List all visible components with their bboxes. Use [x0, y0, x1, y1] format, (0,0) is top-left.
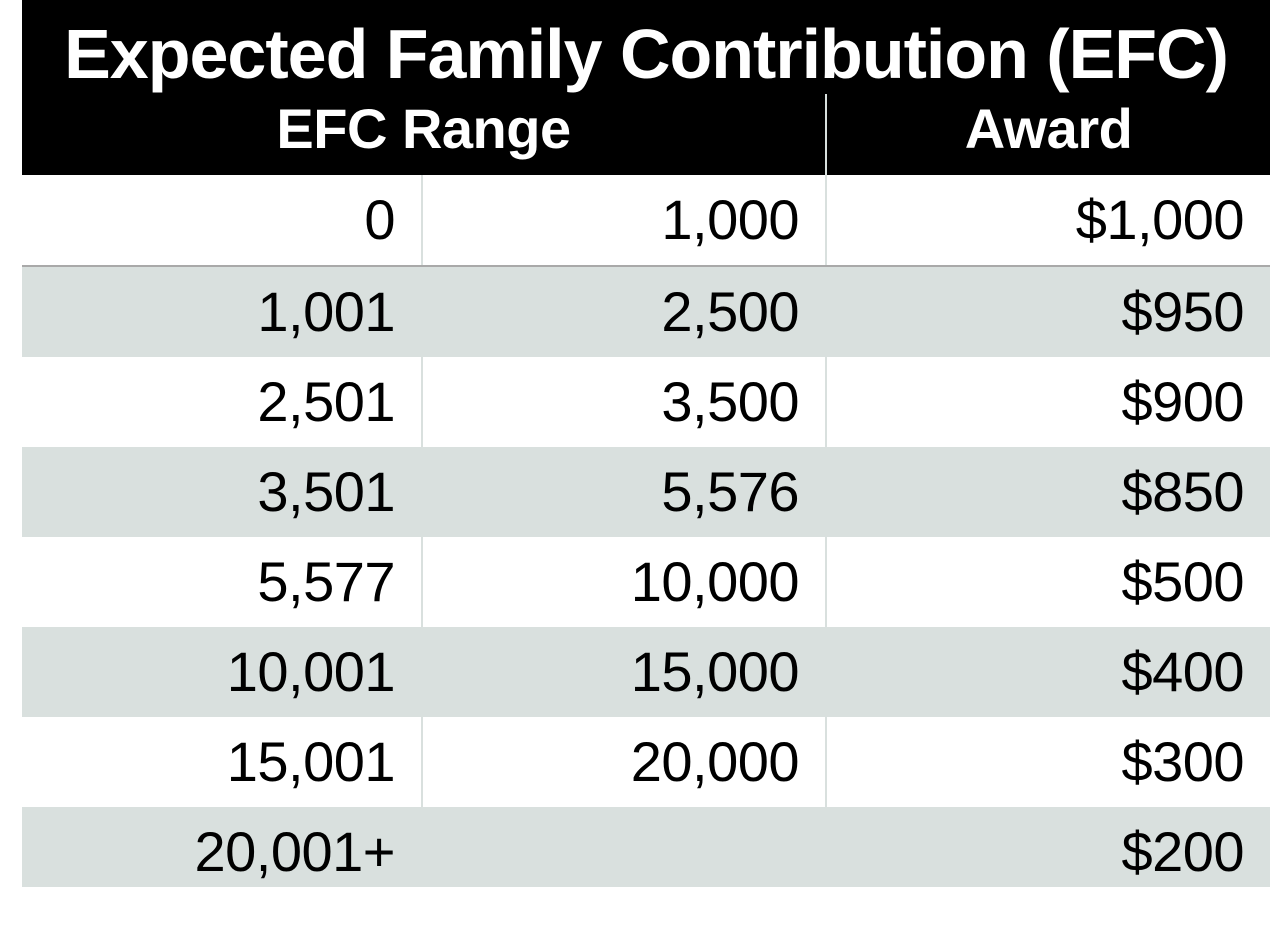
cell-efc-max [422, 807, 826, 887]
table-title: Expected Family Contribution (EFC) [22, 0, 1270, 94]
cell-efc-min: 1,001 [22, 266, 422, 357]
cell-efc-max: 5,576 [422, 447, 826, 537]
table-row: 15,001 20,000 $300 [22, 717, 1270, 807]
table-row: 2,501 3,500 $900 [22, 357, 1270, 447]
cell-efc-min: 20,001+ [22, 807, 422, 887]
cell-efc-max: 2,500 [422, 266, 826, 357]
efc-table: Expected Family Contribution (EFC) EFC R… [22, 0, 1270, 887]
cell-efc-min: 10,001 [22, 627, 422, 717]
cell-efc-max: 15,000 [422, 627, 826, 717]
cell-efc-min: 5,577 [22, 537, 422, 627]
table-row: 20,001+ $200 [22, 807, 1270, 887]
cell-efc-max: 1,000 [422, 175, 826, 266]
cell-efc-max: 10,000 [422, 537, 826, 627]
table-row: 5,577 10,000 $500 [22, 537, 1270, 627]
cell-award: $850 [826, 447, 1270, 537]
column-header-efc-range: EFC Range [22, 94, 826, 175]
table-title-row: Expected Family Contribution (EFC) [22, 0, 1270, 94]
column-header-award: Award [826, 94, 1270, 175]
cell-award: $200 [826, 807, 1270, 887]
cell-efc-min: 3,501 [22, 447, 422, 537]
cell-award: $300 [826, 717, 1270, 807]
cell-efc-min: 2,501 [22, 357, 422, 447]
table-row: 1,001 2,500 $950 [22, 266, 1270, 357]
cell-efc-min: 15,001 [22, 717, 422, 807]
table-row: 3,501 5,576 $850 [22, 447, 1270, 537]
cell-award: $400 [826, 627, 1270, 717]
cell-efc-min: 0 [22, 175, 422, 266]
cell-award: $1,000 [826, 175, 1270, 266]
table-row: 0 1,000 $1,000 [22, 175, 1270, 266]
table-row: 10,001 15,000 $400 [22, 627, 1270, 717]
table-subheader-row: EFC Range Award [22, 94, 1270, 175]
cell-efc-max: 3,500 [422, 357, 826, 447]
cell-award: $950 [826, 266, 1270, 357]
cell-efc-max: 20,000 [422, 717, 826, 807]
cell-award: $900 [826, 357, 1270, 447]
cell-award: $500 [826, 537, 1270, 627]
